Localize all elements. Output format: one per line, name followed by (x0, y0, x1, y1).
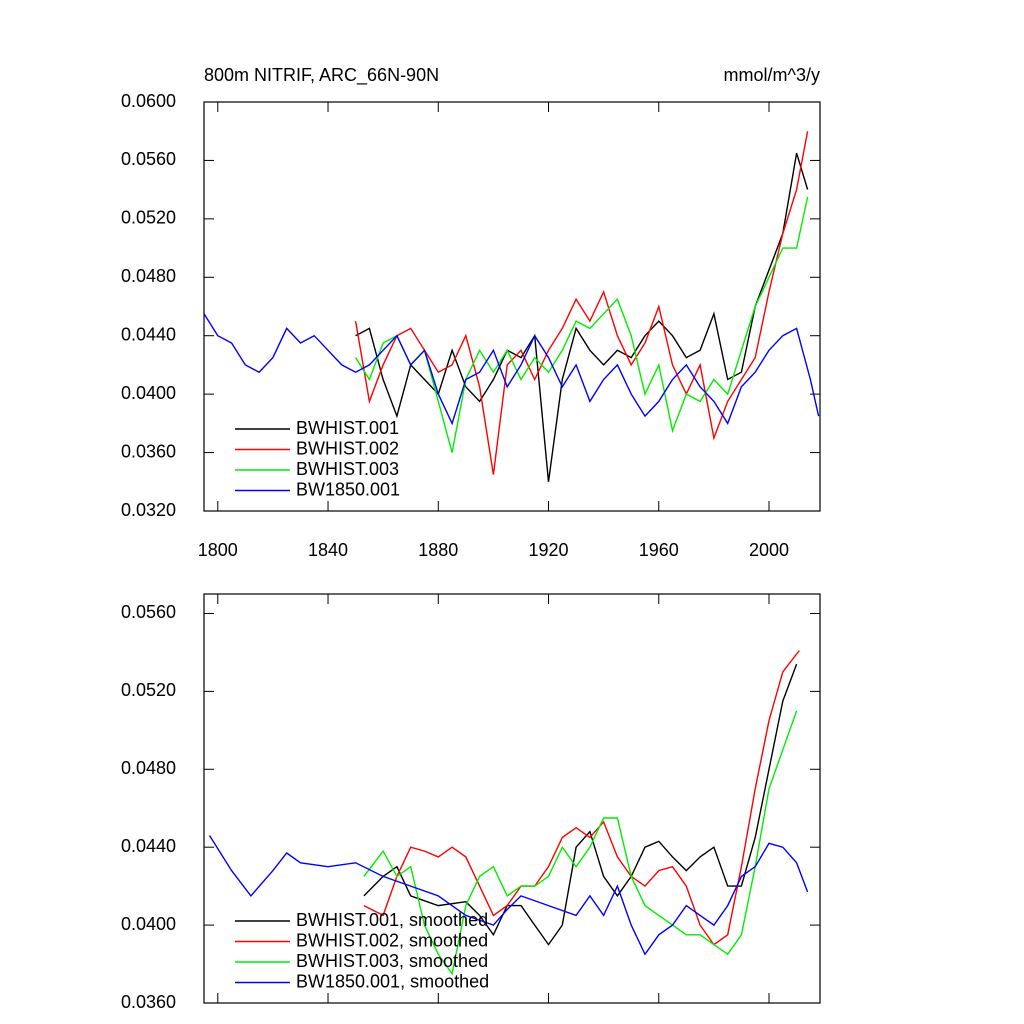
y-tick-label: 0.0480 (121, 266, 176, 286)
series-line (203, 313, 820, 426)
y-tick-label: 0.0600 (121, 91, 176, 111)
series-line (355, 152, 809, 482)
plot-frame (203, 593, 821, 1004)
chart-title: 800m NITRIF, ARC_66N-90N (204, 65, 439, 86)
series-line (363, 710, 798, 976)
series-line (355, 196, 809, 453)
y-tick-label: 0.0560 (121, 149, 176, 169)
x-tick-label: 1840 (308, 540, 348, 560)
series-line (354, 131, 809, 475)
legend-label: BWHIST.001, smoothed (296, 910, 488, 930)
series-line (363, 663, 798, 946)
legend-label: BW1850.001 (296, 479, 400, 499)
y-tick-label: 0.0400 (121, 383, 176, 403)
y-tick-label: 0.0360 (121, 441, 176, 461)
x-tick-label: 1960 (639, 540, 679, 560)
y-tick-label: 0.0560 (121, 602, 176, 622)
legend-label: BWHIST.001 (296, 418, 399, 438)
x-tick-label: 1800 (198, 540, 238, 560)
legend-label: BWHIST.003 (296, 459, 399, 479)
x-tick-label: 1880 (418, 540, 458, 560)
y-tick-label: 0.0520 (121, 208, 176, 228)
y-tick-label: 0.0320 (121, 500, 176, 520)
legend-label: BWHIST.002 (296, 438, 399, 458)
y-tick-label: 0.0480 (121, 758, 176, 778)
units-label: mmol/m^3/y (724, 65, 820, 85)
series-line (363, 650, 800, 946)
legend-label: BW1850.001, smoothed (296, 971, 489, 991)
y-tick-label: 0.0360 (121, 992, 176, 1012)
y-tick-label: 0.0440 (121, 836, 176, 856)
series-line (208, 835, 809, 956)
y-tick-label: 0.0400 (121, 914, 176, 934)
legend-label: BWHIST.002, smoothed (296, 930, 488, 950)
y-tick-label: 0.0520 (121, 680, 176, 700)
y-tick-label: 0.0440 (121, 324, 176, 344)
legend-label: BWHIST.003, smoothed (296, 951, 488, 971)
x-tick-label: 1920 (528, 540, 568, 560)
plot-frame (203, 101, 821, 512)
x-tick-label: 2000 (749, 540, 789, 560)
